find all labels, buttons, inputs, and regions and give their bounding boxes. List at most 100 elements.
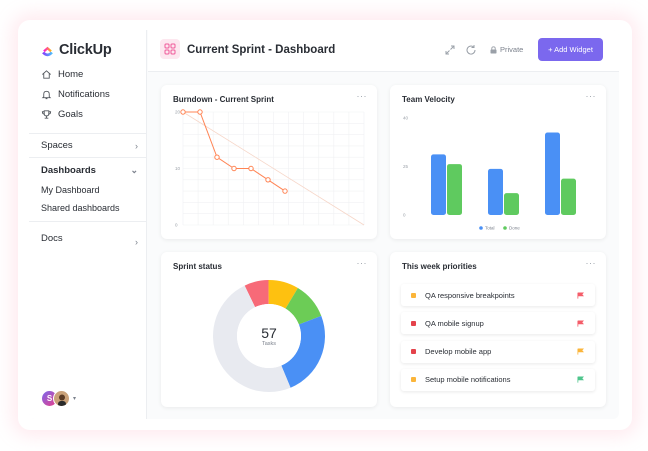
legend-label: Total xyxy=(485,226,495,231)
priorities-widget: This week priorities ··· QA responsive b… xyxy=(390,252,606,407)
add-widget-button[interactable]: + Add Widget xyxy=(538,38,603,61)
dashboard-icon xyxy=(160,39,180,59)
more-options-icon[interactable]: ··· xyxy=(356,258,367,268)
data-point[interactable] xyxy=(180,109,186,115)
flag-icon[interactable] xyxy=(577,376,584,383)
data-point[interactable] xyxy=(282,188,288,194)
bar[interactable] xyxy=(561,178,576,215)
status-dot xyxy=(411,320,416,326)
status-dot xyxy=(411,377,416,383)
list-item-label: QA mobile signup xyxy=(425,318,484,328)
sidebar-section-spaces[interactable]: Spaces › xyxy=(41,140,138,151)
bar[interactable] xyxy=(488,168,503,215)
burndown-widget: Burndown - Current Sprint ··· 20 10 0 xyxy=(161,85,377,239)
sidebar-divider xyxy=(29,157,147,158)
y-tick-label: 10 xyxy=(175,166,181,171)
clickup-logo-icon xyxy=(42,46,53,56)
legend-swatch xyxy=(479,226,483,230)
sidebar-section-docs[interactable]: Docs › xyxy=(41,229,138,248)
pie-slice[interactable] xyxy=(268,280,298,309)
list-item[interactable]: QA mobile signup xyxy=(401,312,595,335)
status-dot xyxy=(411,292,416,298)
more-options-icon[interactable]: ··· xyxy=(585,91,596,101)
app-window: ClickUp Home Notifications Goals Spaces … xyxy=(29,30,619,419)
donut-hole xyxy=(237,304,301,368)
velocity-widget: Team Velocity ··· 40 25 0 Total Done xyxy=(390,85,606,239)
status-dot xyxy=(411,349,416,355)
sidebar-item-notifications[interactable]: Notifications xyxy=(41,89,110,100)
donut-center-label: Tasks xyxy=(262,341,276,347)
refresh-icon[interactable] xyxy=(465,44,477,56)
sidebar-divider xyxy=(29,133,147,134)
avatar-photo xyxy=(53,390,70,407)
list-item-label: Develop mobile app xyxy=(425,347,492,357)
bell-icon xyxy=(41,90,52,100)
list-item[interactable]: QA responsive breakpoints xyxy=(401,284,595,306)
section-label: Dashboards xyxy=(41,165,96,176)
sidebar-item-goals[interactable]: Goals xyxy=(41,109,83,120)
section-label: Spaces xyxy=(41,140,73,151)
burndown-chart: 20 10 0 xyxy=(175,109,365,228)
list-item[interactable]: Develop mobile app xyxy=(401,340,595,363)
bar[interactable] xyxy=(447,164,462,215)
sidebar-item-home[interactable]: Home xyxy=(41,69,83,80)
widget-title: Team Velocity xyxy=(402,95,455,104)
list-item[interactable]: Setup mobile notifications xyxy=(401,368,595,391)
sidebar-item-label: Home xyxy=(58,69,84,80)
list-item-label: Setup mobile notifications xyxy=(425,375,511,385)
data-point[interactable] xyxy=(214,154,220,160)
trophy-icon xyxy=(41,110,52,119)
expand-icon[interactable] xyxy=(444,44,456,56)
sidebar-item-my-dashboard[interactable]: My Dashboard xyxy=(41,185,100,195)
y-tick-label: 0 xyxy=(403,213,406,218)
priority-list: QA responsive breakpoints QA mobile signu… xyxy=(401,284,595,397)
flag-icon[interactable] xyxy=(577,348,584,355)
lock-icon xyxy=(490,45,497,53)
widget-title: Burndown - Current Sprint xyxy=(173,95,274,104)
home-icon xyxy=(42,70,51,79)
brand-name: ClickUp xyxy=(59,42,112,58)
flag-icon[interactable] xyxy=(577,291,584,299)
y-tick-label: 25 xyxy=(403,164,409,169)
bar[interactable] xyxy=(504,193,519,215)
sidebar-section-dashboards[interactable]: Dashboards ⌄ xyxy=(41,165,138,176)
widget-title: Sprint status xyxy=(173,262,222,271)
more-options-icon[interactable]: ··· xyxy=(585,258,596,268)
sidebar-item-label: Notifications xyxy=(58,89,110,100)
velocity-chart: 40 25 0 Total Done xyxy=(403,116,576,231)
sidebar-divider xyxy=(29,221,147,222)
pie-slice[interactable] xyxy=(212,285,291,393)
list-item-label: QA responsive breakpoints xyxy=(425,290,515,300)
sidebar-item-shared-dashboards[interactable]: Shared dashboards xyxy=(41,203,120,213)
chevron-right-icon: › xyxy=(135,140,138,151)
data-point[interactable] xyxy=(265,177,271,183)
section-label: Docs xyxy=(41,232,63,244)
y-tick-label: 0 xyxy=(175,223,178,228)
bar[interactable] xyxy=(545,132,560,215)
bar[interactable] xyxy=(431,154,446,215)
chevron-down-icon: ▾ xyxy=(73,396,77,402)
data-point[interactable] xyxy=(248,165,254,172)
sidebar: ClickUp Home Notifications Goals Spaces … xyxy=(29,30,147,419)
pie-slice[interactable] xyxy=(244,280,269,308)
donut-center-value: 57 xyxy=(261,325,277,341)
data-point[interactable] xyxy=(197,109,203,115)
pie-slice[interactable] xyxy=(281,315,325,388)
pie-slice[interactable] xyxy=(285,288,322,325)
sidebar-item-label: Goals xyxy=(58,109,83,120)
legend-swatch xyxy=(503,226,507,230)
person-icon xyxy=(57,394,66,406)
chevron-right-icon: › xyxy=(135,237,138,247)
brand-logo[interactable]: ClickUp xyxy=(41,42,112,58)
data-point[interactable] xyxy=(231,165,237,172)
widget-title: This week priorities xyxy=(402,262,477,271)
legend-label: Done xyxy=(509,226,520,231)
more-options-icon[interactable]: ··· xyxy=(356,91,367,101)
ideal-burndown-line xyxy=(182,111,365,226)
flag-icon[interactable] xyxy=(577,320,584,327)
user-menu[interactable]: S ▾ xyxy=(41,390,76,407)
privacy-toggle[interactable]: Private xyxy=(490,45,523,54)
sprint-status-widget: Sprint status ··· 57 Tasks xyxy=(161,252,377,407)
page-title: Current Sprint - Dashboard xyxy=(187,44,336,56)
